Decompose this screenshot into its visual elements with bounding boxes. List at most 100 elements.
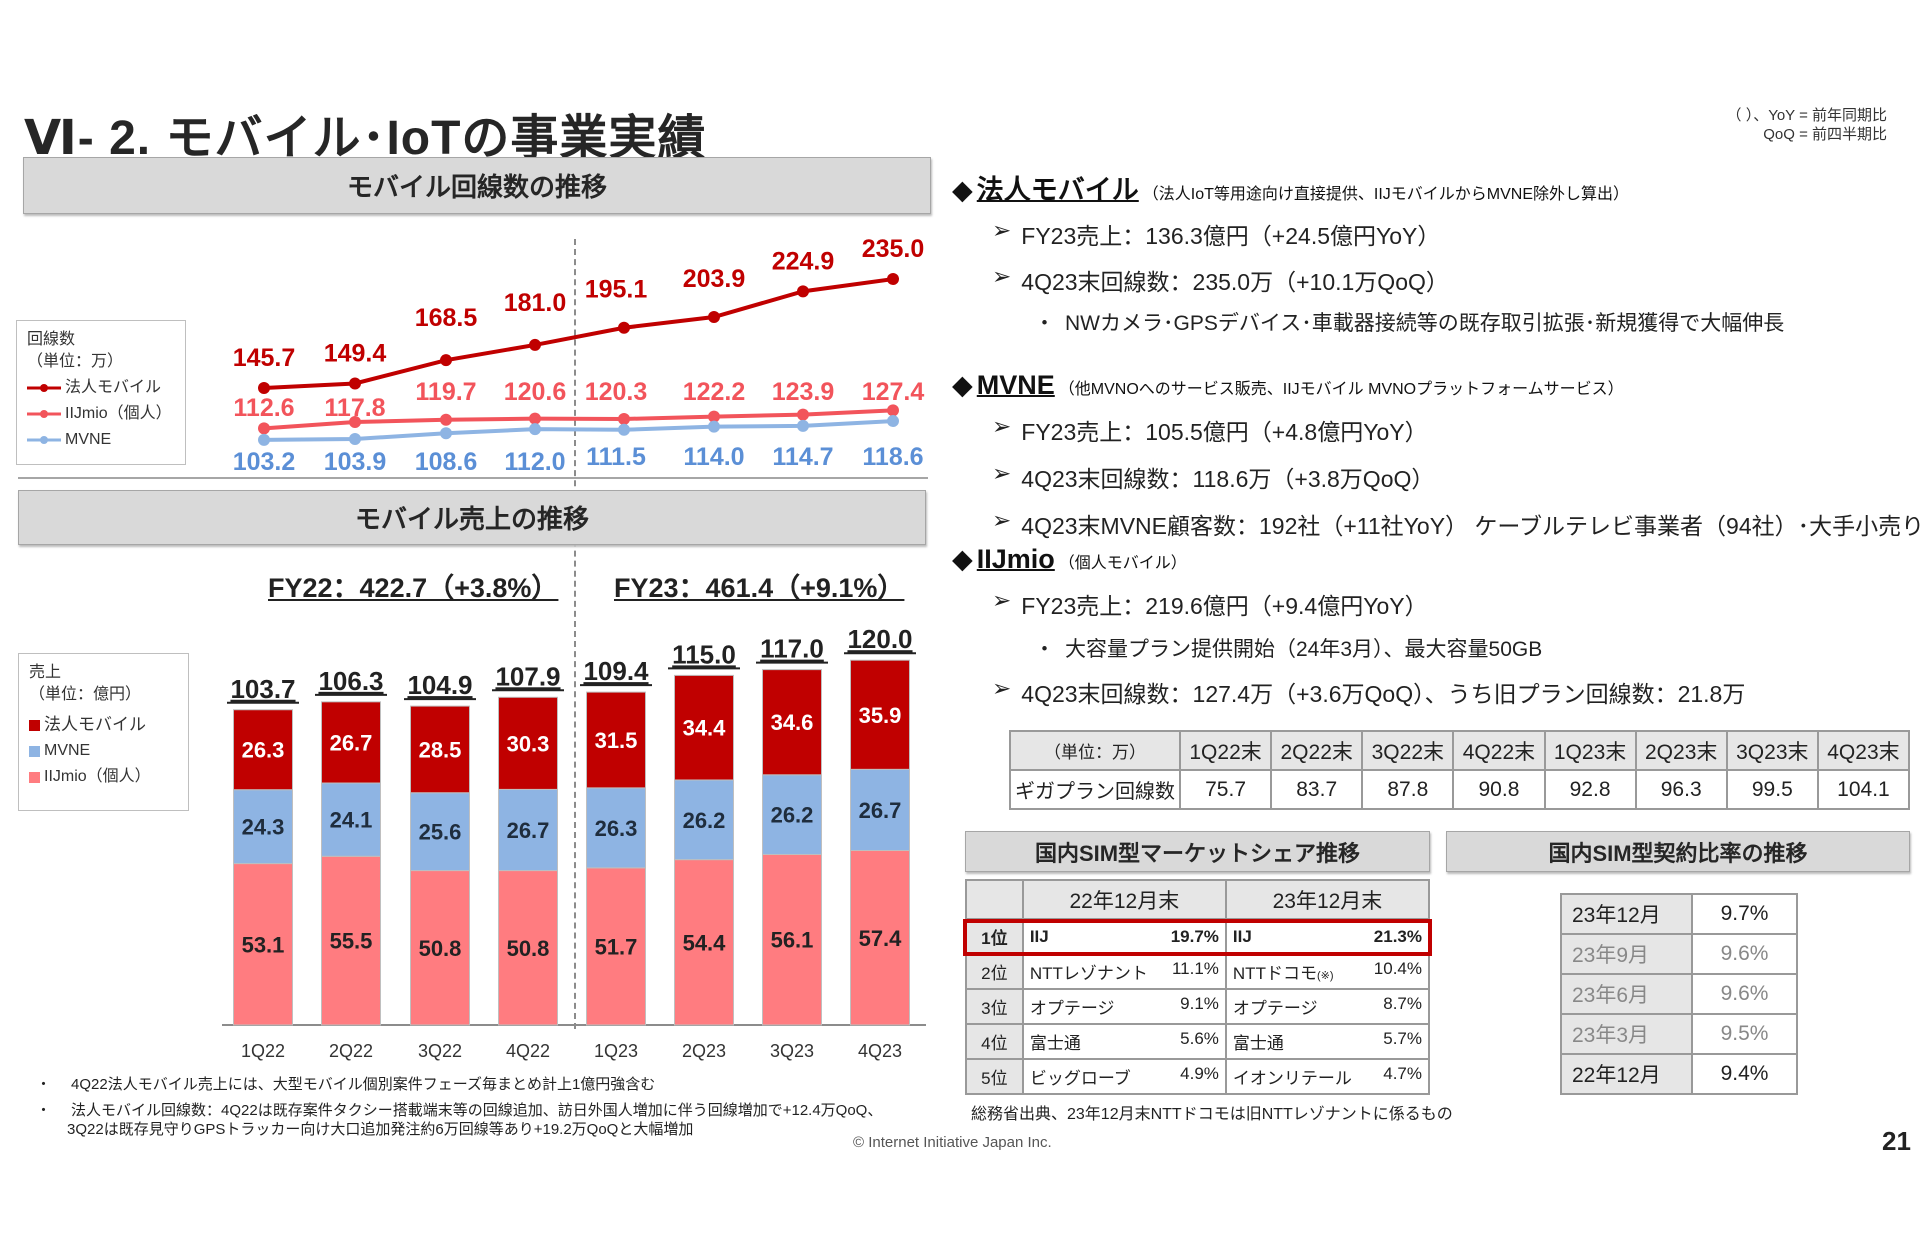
header-cell: 3Q22末 <box>1361 730 1455 771</box>
total-label: 120.0 <box>847 624 912 654</box>
company-name: IIJ <box>1029 926 1049 946</box>
bar-segment <box>321 782 381 857</box>
table-row: 23年12月 9.7% <box>1560 893 1798 935</box>
bullet: ➢ 4Q23末回線数：127.4万（+3.6万QoQ）、うち旧プラン回線数：21.… <box>992 675 1745 709</box>
bar-segment <box>233 789 293 865</box>
legend-label: MVNE <box>65 431 112 448</box>
period-cell: 23年12月 <box>1560 893 1693 935</box>
note-mark: (※) <box>1316 970 1334 982</box>
table-row: 23年9月 9.6% <box>1560 933 1798 975</box>
header-cell: 4Q23末 <box>1816 730 1911 771</box>
data-label: 235.0 <box>862 235 925 263</box>
share-value: 11.1% <box>1171 959 1219 978</box>
arrow-bullet-icon: ➢ <box>992 413 1012 439</box>
data-label: 112.6 <box>233 394 294 422</box>
bar-segment <box>850 850 910 1026</box>
data-label: 117.8 <box>324 394 385 422</box>
ratio-cell: 9.5% <box>1691 1013 1798 1055</box>
table-row: 2位 NTTレゾナント 11.1% NTTドコモ(※) 10.4% <box>965 953 1431 990</box>
bar-segment <box>586 691 646 789</box>
section-subtitle: （法人IoT等用途向け直接提供、IIJモバイルからMVNE除外し算出） <box>1142 186 1630 203</box>
data-label: 120.3 <box>585 378 648 406</box>
legend-item-iijmio: IIJmio（個人） <box>27 403 175 425</box>
company-cell: イオンリテール 4.7% <box>1224 1058 1431 1095</box>
value-cell: 87.8 <box>1361 769 1455 810</box>
table-row: 23年3月 9.5% <box>1560 1013 1798 1055</box>
segment-label: 30.3 <box>507 731 550 756</box>
fy23-total: FY23：461.4（+9.1%） <box>614 573 905 603</box>
data-label: 118.6 <box>862 443 923 471</box>
legend-item-mvne: MVNE <box>29 740 178 762</box>
company-name: NTTドコモ <box>1232 964 1317 983</box>
data-point <box>440 413 452 426</box>
footnote-3: 3Q22は既存見守りGPSトラッカー向け大口追加発注約6万回線等あり+19.2万… <box>67 1121 694 1138</box>
table-row: 5位 ビッグローブ 4.9% イオンリテール 4.7% <box>965 1058 1431 1095</box>
total-label: 103.7 <box>230 674 295 704</box>
company-name: ビッグローブ <box>1029 1069 1131 1088</box>
data-point <box>440 354 452 367</box>
segment-label: 26.3 <box>242 738 285 763</box>
period-cell: 23年6月 <box>1560 973 1693 1015</box>
segment-label: 26.3 <box>595 816 638 841</box>
bullet: ➢ 4Q23末回線数：118.6万（+3.8万QoQ） <box>992 460 1920 494</box>
diamond-icon: ◆ <box>952 175 973 205</box>
company-cell: NTTレゾナント 11.1% <box>1021 953 1227 990</box>
legend-label: IIJmio（個人） <box>65 405 172 422</box>
company-cell: 富士通 5.6% <box>1021 1023 1227 1060</box>
header-cell: 3Q23末 <box>1725 730 1819 771</box>
legend-unit: （単位：万） <box>27 353 124 370</box>
data-point <box>618 321 630 334</box>
segment-label: 57.4 <box>859 926 903 951</box>
legend-label: 法人モバイル <box>44 715 146 734</box>
data-point <box>258 422 270 435</box>
segment-label: 24.3 <box>242 815 285 840</box>
line-marker-icon <box>27 410 61 418</box>
data-label: 119.7 <box>415 378 476 406</box>
header-cell: 2Q23末 <box>1634 730 1728 771</box>
company-name: IIJ <box>1232 926 1252 946</box>
value-cell: 99.5 <box>1725 769 1819 810</box>
bar-segment <box>762 774 822 855</box>
data-point <box>708 410 720 423</box>
value-cell: 83.7 <box>1270 769 1364 810</box>
share-value: 5.6% <box>1180 1029 1219 1048</box>
data-point <box>797 419 809 432</box>
total-label: 104.9 <box>407 670 472 700</box>
segment-label: 28.5 <box>419 737 462 762</box>
yoy-note: （ ）、YoY = 前年同期比 <box>1726 107 1887 124</box>
legend-item-hojin: 法人モバイル <box>27 377 175 399</box>
segment-label: 34.6 <box>771 710 814 735</box>
contract-ratio-banner: 国内SIM型契約比率の推移 <box>1446 831 1910 872</box>
company-cell: オプテージ 8.7% <box>1224 988 1431 1025</box>
legend-note: （ ）、YoY = 前年同期比 QoQ = 前四半期比 <box>1727 106 1887 144</box>
data-label: 103.2 <box>233 448 296 476</box>
bullet: ➢ 4Q23末MVNE顧客数：192社（+11社YoY） ケーブルテレビ事業者（9… <box>992 507 1920 541</box>
bullet-text: 4Q23末MVNE顧客数：192社（+11社YoY） ケーブルテレビ事業者（94… <box>1021 513 1920 539</box>
section-iijmio: ◆ IIJmio （個人モバイル） ➢ FY23売上：219.6億円（+9.4億円Yo… <box>952 544 1745 709</box>
data-point <box>349 377 361 390</box>
header-cell: 22年12月末 <box>1021 879 1227 920</box>
bullet-text: FY23売上：105.5億円（+4.8億円YoY） <box>1021 419 1428 445</box>
highlight-box <box>963 919 1432 956</box>
value-cell: 104.1 <box>1816 769 1911 810</box>
table-row: 22年12月 9.4% <box>1560 1053 1798 1095</box>
segment-label: 53.1 <box>242 932 285 957</box>
share-value: 5.7% <box>1383 1029 1422 1048</box>
unit-cell: （単位：万） <box>1009 730 1181 771</box>
table-row: 23年6月 9.6% <box>1560 973 1798 1015</box>
value-cell: 92.8 <box>1543 769 1637 810</box>
data-label: 122.2 <box>683 378 746 406</box>
market-share-banner: 国内SIM型マーケットシェア推移 <box>965 831 1430 872</box>
series-line <box>263 419 894 442</box>
ratio-cell: 9.4% <box>1691 1053 1798 1095</box>
data-label: 114.0 <box>683 443 744 471</box>
footnote-text: 法人モバイル回線数：4Q22は既存案件タクシー搭載端末等の回線追加、訪日外国人増… <box>71 1102 883 1119</box>
bullet-text: 4Q23末回線数：235.0万（+10.1万QoQ） <box>1021 269 1449 295</box>
section-hojin: ◆ 法人モバイル （法人IoT等用途向け直接提供、IIJモバイルからMVNE除外し算… <box>952 168 1784 337</box>
data-label: 120.6 <box>504 378 567 406</box>
segment-label: 31.5 <box>595 728 638 753</box>
bar-chart: 53.1 24.3 26.3 103.7 1Q22 55.5 24.1 26.7 106.3 2Q… <box>222 624 926 1061</box>
company-name: NTTレゾナント <box>1029 964 1148 983</box>
bullet-text: FY23売上：136.3億円（+24.5億円YoY） <box>1021 223 1441 249</box>
bar-segment <box>850 768 910 852</box>
